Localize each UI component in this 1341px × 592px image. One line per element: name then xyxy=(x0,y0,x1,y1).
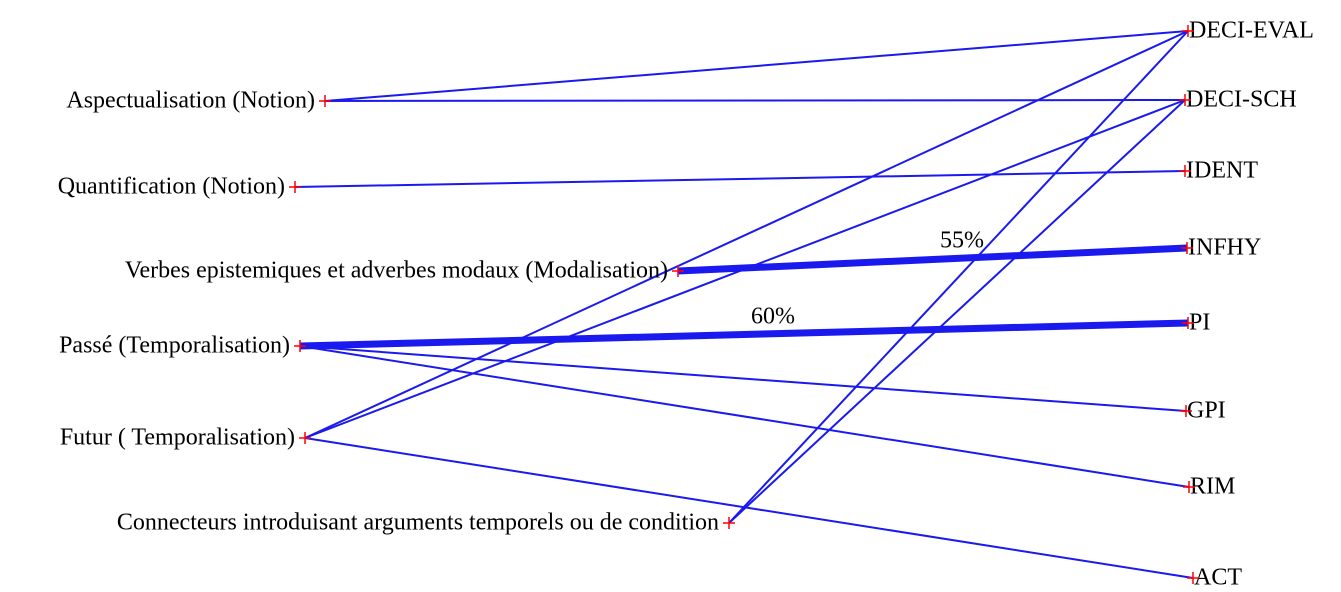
edge xyxy=(304,30,1189,439)
left-node-label: Verbes epistemiques et adverbes modaux (… xyxy=(125,258,668,284)
edge xyxy=(728,99,1186,524)
edge xyxy=(304,437,1194,579)
edge xyxy=(324,30,1189,102)
left-node-label: Futur ( Temporalisation) xyxy=(60,425,295,451)
edges xyxy=(294,30,1194,579)
edge xyxy=(299,319,1189,350)
right-node-label: PI xyxy=(1189,310,1210,336)
edge-label: 55% xyxy=(940,228,984,254)
right-node-label: INFHY xyxy=(1188,235,1261,261)
right-node-label: IDENT xyxy=(1186,158,1258,184)
left-node-label: Passé (Temporalisation) xyxy=(59,333,290,359)
left-node-label: Aspectualisation (Notion) xyxy=(66,88,315,114)
right-node-label: GPI xyxy=(1187,398,1226,424)
edge xyxy=(324,99,1186,102)
edge xyxy=(304,99,1186,439)
edge xyxy=(299,345,1187,412)
edge xyxy=(677,244,1188,275)
left-node-label: Quantification (Notion) xyxy=(58,174,285,200)
right-node-label: RIM xyxy=(1190,474,1235,500)
edge-label: 60% xyxy=(751,304,795,330)
right-node-label: ACT xyxy=(1194,565,1242,591)
edge xyxy=(294,170,1186,188)
right-node-label: DECI-SCH xyxy=(1186,87,1297,113)
edge xyxy=(299,345,1190,488)
edge xyxy=(728,30,1189,524)
left-node-label: Connecteurs introduisant arguments tempo… xyxy=(117,510,719,536)
right-node-label: DECI-EVAL xyxy=(1189,18,1314,44)
